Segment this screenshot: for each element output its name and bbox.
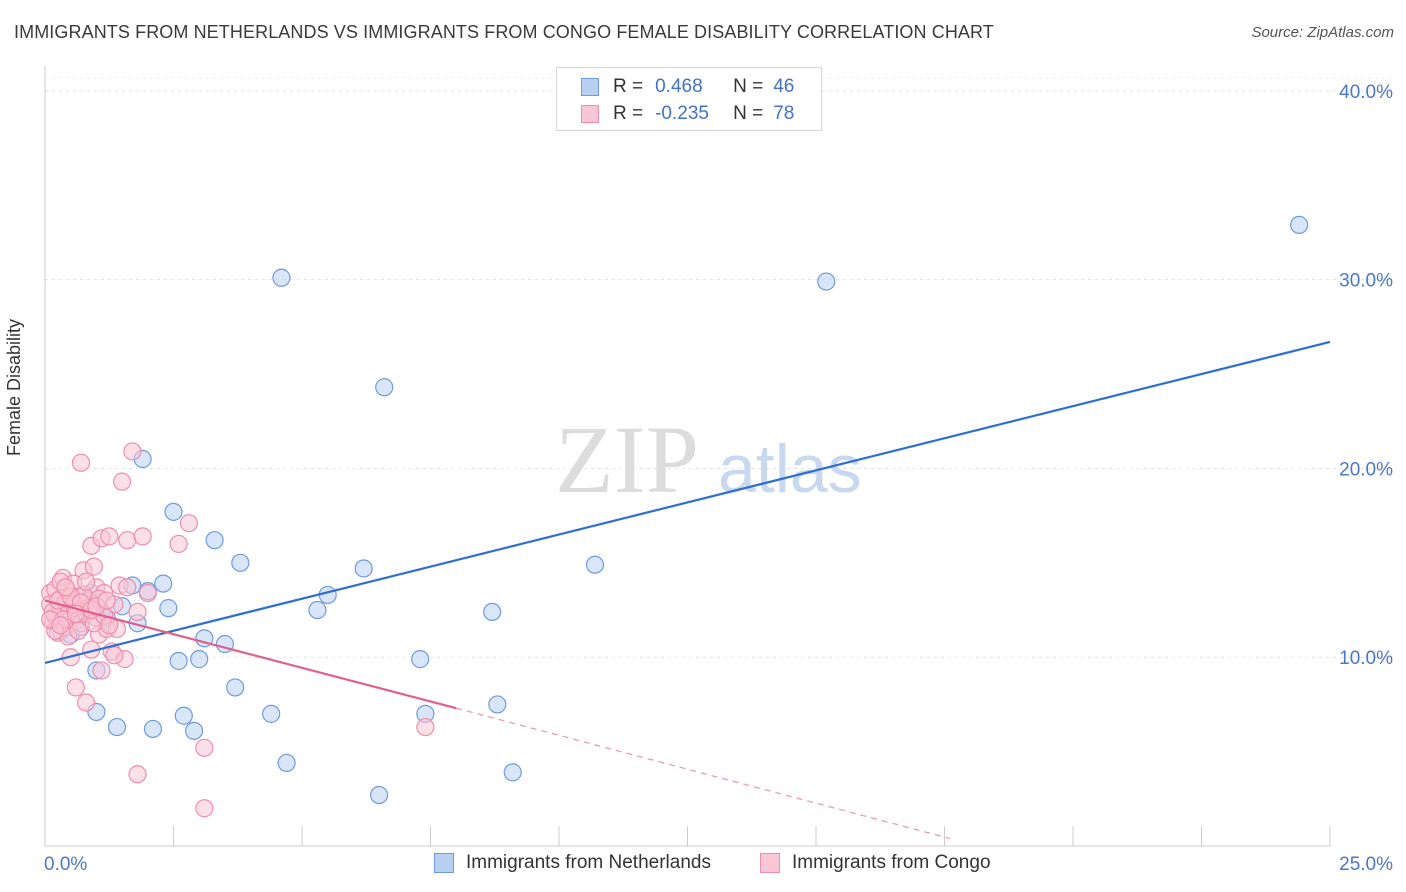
data-point [133,527,152,546]
data-point [179,514,199,533]
bottom-legend-swatch-netherlands [434,853,454,873]
legend-swatch-congo [581,105,599,123]
y-tick-label: 20.0% [1339,459,1393,480]
data-point [112,472,132,491]
data-point [164,502,183,521]
axes [44,66,1331,847]
data-point [195,799,214,818]
data-point [318,585,337,605]
legend-r-label: R = [613,103,644,124]
data-point [226,678,245,697]
data-point [97,591,116,610]
legend-n-label: N = [733,103,764,124]
data-point [308,600,327,620]
data-point [159,599,178,618]
legend-r-label: R = [613,76,644,97]
trend-lines [44,340,1331,840]
legend-r-congo: -0.235 [655,103,709,124]
data-point [1290,215,1309,235]
watermark-zip: ZIP [555,406,699,513]
data-point [123,442,142,461]
data-point [585,555,605,574]
data-point [154,574,173,593]
data-point [66,678,85,697]
data-point [56,578,75,597]
data-point [51,616,70,635]
y-tick-label: 30.0% [1339,271,1393,292]
data-point [77,572,96,591]
bottom-legend-congo: Immigrants from Congo [760,852,991,874]
data-point [817,272,836,291]
data-point [354,559,373,578]
data-point [100,527,119,546]
data-point [118,578,137,597]
data-point [128,602,147,622]
data-point [195,738,214,757]
tick-labels: 10.0% 20.0% 30.0% 40.0% 0.0% 25.0% [44,82,1393,875]
y-tick-label: 40.0% [1339,82,1393,103]
source-label: Source: ZipAtlas.com [1251,24,1394,41]
stats-legend: R = 0.468 N = 46 R = -0.235 N = 78 [556,67,822,131]
legend-n-netherlands: 46 [773,76,795,97]
x-tick-label: 25.0% [1339,854,1393,875]
legend-n-label: N = [733,76,764,97]
x-tick-label: 0.0% [44,854,87,875]
bottom-legend-swatch-congo [760,853,780,873]
bottom-legend-netherlands: Immigrants from Netherlands [434,852,711,874]
bottom-legend-label-netherlands: Immigrants from Netherlands [466,852,711,873]
data-point [128,765,147,784]
legend-swatch-netherlands [581,78,599,96]
bottom-legend-label-congo: Immigrants from Congo [792,852,991,873]
data-point [503,763,522,782]
data-point [483,602,502,622]
data-point [138,583,157,603]
data-point [488,695,507,714]
trend-line [44,599,457,710]
data-point [272,268,291,287]
data-point [375,378,394,397]
legend-r-netherlands: 0.468 [655,76,703,97]
legend-n-congo: 78 [773,103,795,124]
data-point [370,785,389,805]
legend-row-netherlands: R = 0.468 N = 46 [581,75,794,99]
data-point [105,646,124,665]
data-point [416,717,435,737]
data-point [77,693,96,712]
data-point [262,704,281,723]
data-point [107,717,127,737]
data-point [411,650,430,669]
data-point [92,661,111,680]
data-point [118,531,137,550]
data-point [71,453,91,472]
data-point [174,706,193,725]
trend-line-extension [456,707,950,840]
data-point [84,557,103,576]
data-point [184,721,204,740]
data-point [277,753,296,773]
data-point [190,650,209,669]
data-point [169,651,188,671]
data-point [143,719,163,739]
trend-line [44,340,1331,664]
watermark-atlas: atlas [718,431,862,507]
data-point [231,553,250,572]
series-congo-points [41,442,435,818]
chart-title: IMMIGRANTS FROM NETHERLANDS VS IMMIGRANT… [14,22,994,42]
data-point [169,534,188,554]
y-tick-label: 10.0% [1339,648,1393,669]
data-point [69,621,88,640]
grid-lines [45,77,1395,658]
data-point [205,531,224,550]
legend-row-congo: R = -0.235 N = 78 [581,102,794,126]
